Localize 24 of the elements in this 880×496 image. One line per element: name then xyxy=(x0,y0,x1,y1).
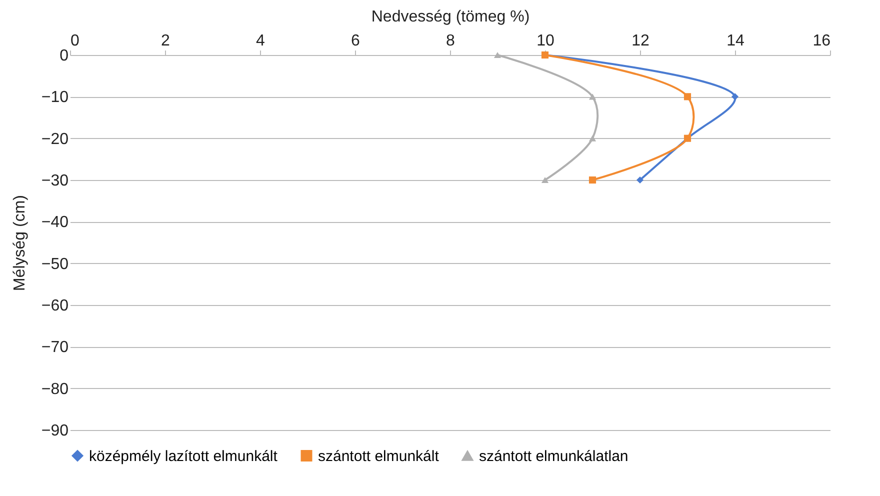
x-tick-label: 6 xyxy=(351,32,360,50)
y-tick-label: −90 xyxy=(41,422,69,440)
y-tick-label: −50 xyxy=(41,256,69,273)
x-tick-label: 0 xyxy=(70,32,80,50)
x-tick-label: 14 xyxy=(726,32,744,50)
x-tick-label: 16 xyxy=(812,32,831,50)
x-axis-title: Nedvesség (tömeg %) xyxy=(371,8,530,26)
y-tick-label: −30 xyxy=(41,172,69,190)
x-tick-label: 10 xyxy=(536,32,554,50)
x-tick-label: 2 xyxy=(161,32,170,50)
y-axis-title: Mélység (cm) xyxy=(11,194,28,292)
y-tick-label: −80 xyxy=(41,380,69,398)
x-tick-label: 4 xyxy=(256,32,266,50)
y-tick-label: −60 xyxy=(41,298,69,314)
y-tick-label: −70 xyxy=(41,339,69,356)
legend-label: középmély lazított elmunkált xyxy=(89,448,278,465)
y-tick-label: −10 xyxy=(41,89,69,106)
y-tick-label: −40 xyxy=(41,214,69,232)
legend-label: szántott elmunkált xyxy=(318,448,440,465)
y-tick-label: 0 xyxy=(60,48,69,64)
y-tick-label: −20 xyxy=(41,130,69,148)
x-tick-label: 8 xyxy=(446,32,456,50)
x-tick-label: 12 xyxy=(632,32,650,50)
legend-label: szántott elmunkálatlan xyxy=(479,448,628,465)
